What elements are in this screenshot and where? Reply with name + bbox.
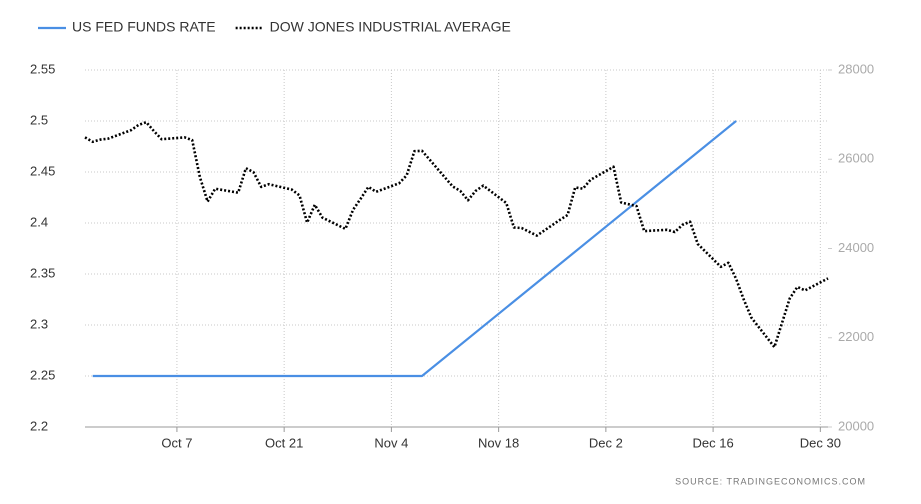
x-tick-label: Nov 18 bbox=[478, 435, 519, 450]
y-tick-label: 2.4 bbox=[30, 214, 48, 229]
legend-label: DOW JONES INDUSTRIAL AVERAGE bbox=[270, 19, 511, 35]
x-tick-label: Oct 7 bbox=[161, 435, 192, 450]
y-tick-label: 2.3 bbox=[30, 316, 48, 331]
series-line bbox=[92, 120, 737, 378]
y2-tick-label: 22000 bbox=[838, 329, 874, 344]
y-tick-label: 2.35 bbox=[30, 265, 55, 280]
x-tick-label: Nov 4 bbox=[374, 435, 408, 450]
legend-label: US FED FUNDS RATE bbox=[72, 19, 216, 35]
y-tick-label: 2.55 bbox=[30, 61, 55, 76]
y2-tick-label: 26000 bbox=[838, 151, 874, 166]
y2-tick-label: 28000 bbox=[838, 61, 874, 76]
y2-tick-label: 20000 bbox=[838, 418, 874, 433]
x-tick-label: Oct 21 bbox=[265, 435, 303, 450]
y-tick-label: 2.25 bbox=[30, 367, 55, 382]
y-tick-label: 2.45 bbox=[30, 163, 55, 178]
y-tick-label: 2.2 bbox=[30, 418, 48, 433]
x-tick-label: Dec 2 bbox=[589, 435, 623, 450]
x-tick-label: Dec 30 bbox=[800, 435, 841, 450]
x-tick-label: Dec 16 bbox=[693, 435, 734, 450]
y-tick-label: 2.5 bbox=[30, 112, 48, 127]
y2-tick-label: 24000 bbox=[838, 240, 874, 255]
source: SOURCE: TRADINGECONOMICS.COM bbox=[675, 476, 866, 486]
series-line bbox=[84, 120, 829, 349]
